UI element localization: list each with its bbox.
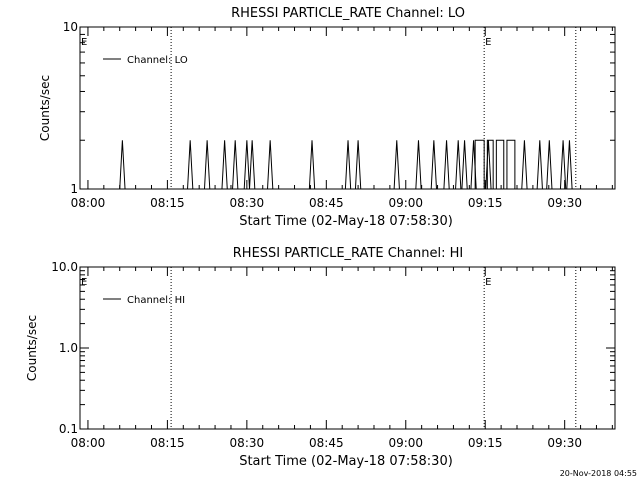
- x-axis-ticks-lo: 08:00 08:15 08:30 08:45 09:00 09:15 09:30: [71, 27, 613, 210]
- y-axis-ticks-lo: 1 10: [63, 20, 615, 196]
- data-spike-lo-13: [430, 140, 437, 190]
- x-tick-label-lo-2: 08:30: [230, 196, 265, 210]
- data-spike-lo-7: [267, 140, 274, 190]
- x-tick-label-hi-6: 09:30: [547, 436, 582, 450]
- data-spike-lo-12: [415, 140, 422, 190]
- y-tick-label-hi-0: 0.1: [59, 422, 78, 436]
- x-tick-label-lo-6: 09:30: [547, 196, 582, 210]
- panel-hi: RHESSI PARTICLE_RATE Channel: HI 08:00 08…: [25, 246, 616, 469]
- x-axis-label-hi: Start Time (02-May-18 07:58:30): [239, 454, 453, 469]
- y-axis-ticks-hi: 0.1 1.0 10.0: [51, 260, 615, 436]
- plot-frame-lo: [79, 26, 616, 190]
- x-tick-label-hi-3: 08:45: [309, 436, 344, 450]
- data-spike-lo-21: [546, 140, 553, 190]
- panel-lo: RHESSI PARTICLE_RATE Channel: LO 08:00 08…: [38, 6, 616, 229]
- x-tick-label-hi-5: 09:15: [468, 436, 503, 450]
- legend-hi: Channel: HI: [103, 295, 185, 306]
- data-spike-lo-0: [119, 140, 126, 190]
- event-lines-lo: EE: [81, 27, 577, 189]
- series-channel-lo: [81, 139, 614, 190]
- data-spike-lo-10: [354, 140, 362, 190]
- x-axis-label-lo: Start Time (02-May-18 07:58:30): [239, 214, 453, 229]
- data-spike-lo-14: [443, 140, 450, 190]
- legend-lo: Channel: LO: [103, 55, 188, 66]
- data-spike-lo-11: [393, 140, 400, 190]
- data-spike-lo-6: [249, 140, 256, 190]
- y-axis-label-lo: Counts/sec: [38, 75, 52, 141]
- chart-title-hi: RHESSI PARTICLE_RATE Channel: HI: [233, 246, 463, 261]
- y-tick-label-lo-1: 10: [63, 20, 78, 34]
- footer-timestamp: 20-Nov-2018 04:55: [560, 469, 637, 478]
- x-tick-label-lo-1: 08:15: [150, 196, 185, 210]
- x-tick-label-hi-2: 08:30: [230, 436, 265, 450]
- data-spike-lo-19: [521, 140, 528, 190]
- x-tick-label-hi-0: 08:00: [71, 436, 106, 450]
- chart-title-lo: RHESSI PARTICLE_RATE Channel: LO: [231, 6, 465, 21]
- x-tick-label-lo-4: 09:00: [388, 196, 423, 210]
- y-tick-label-lo-0: 1: [70, 182, 78, 196]
- x-axis-ticks-hi: 08:00 08:15 08:30 08:45 09:00 09:15 09:30: [71, 267, 613, 450]
- data-spike-lo-9: [344, 140, 352, 190]
- start-mark-hi: E: [81, 277, 87, 288]
- start-mark-lo: E: [81, 37, 87, 48]
- x-tick-label-hi-1: 08:15: [150, 436, 185, 450]
- data-spike-lo-15: [455, 140, 462, 190]
- legend-label-lo: Channel: LO: [127, 55, 188, 66]
- data-spike-lo-23: [566, 140, 573, 190]
- data-spike-lo-16: [461, 140, 468, 190]
- data-spike-lo-2: [203, 140, 211, 190]
- data-block-lo-0: [474, 139, 516, 190]
- plot-frame-hi: [79, 266, 616, 430]
- data-spike-lo-3: [221, 140, 228, 190]
- x-tick-label-lo-5: 09:15: [468, 196, 503, 210]
- x-tick-label-hi-4: 09:00: [388, 436, 423, 450]
- y-tick-label-hi-2: 10.0: [51, 260, 78, 274]
- data-spike-lo-20: [536, 140, 543, 190]
- event-mark-hi-1: E: [485, 277, 491, 288]
- event-lines-hi: EE: [81, 267, 577, 429]
- data-spike-lo-18: [485, 140, 492, 190]
- x-tick-label-lo-3: 08:45: [309, 196, 344, 210]
- legend-label-hi: Channel: HI: [127, 295, 185, 306]
- y-tick-label-hi-1: 1.0: [59, 341, 78, 355]
- data-spike-lo-22: [559, 140, 567, 190]
- event-mark-lo-1: E: [485, 37, 491, 48]
- y-axis-label-hi: Counts/sec: [25, 315, 39, 381]
- data-spike-lo-1: [187, 140, 194, 190]
- x-tick-label-lo-0: 08:00: [71, 196, 106, 210]
- data-spike-lo-8: [308, 140, 316, 190]
- data-spike-lo-4: [232, 140, 239, 190]
- data-spike-lo-5: [243, 140, 251, 190]
